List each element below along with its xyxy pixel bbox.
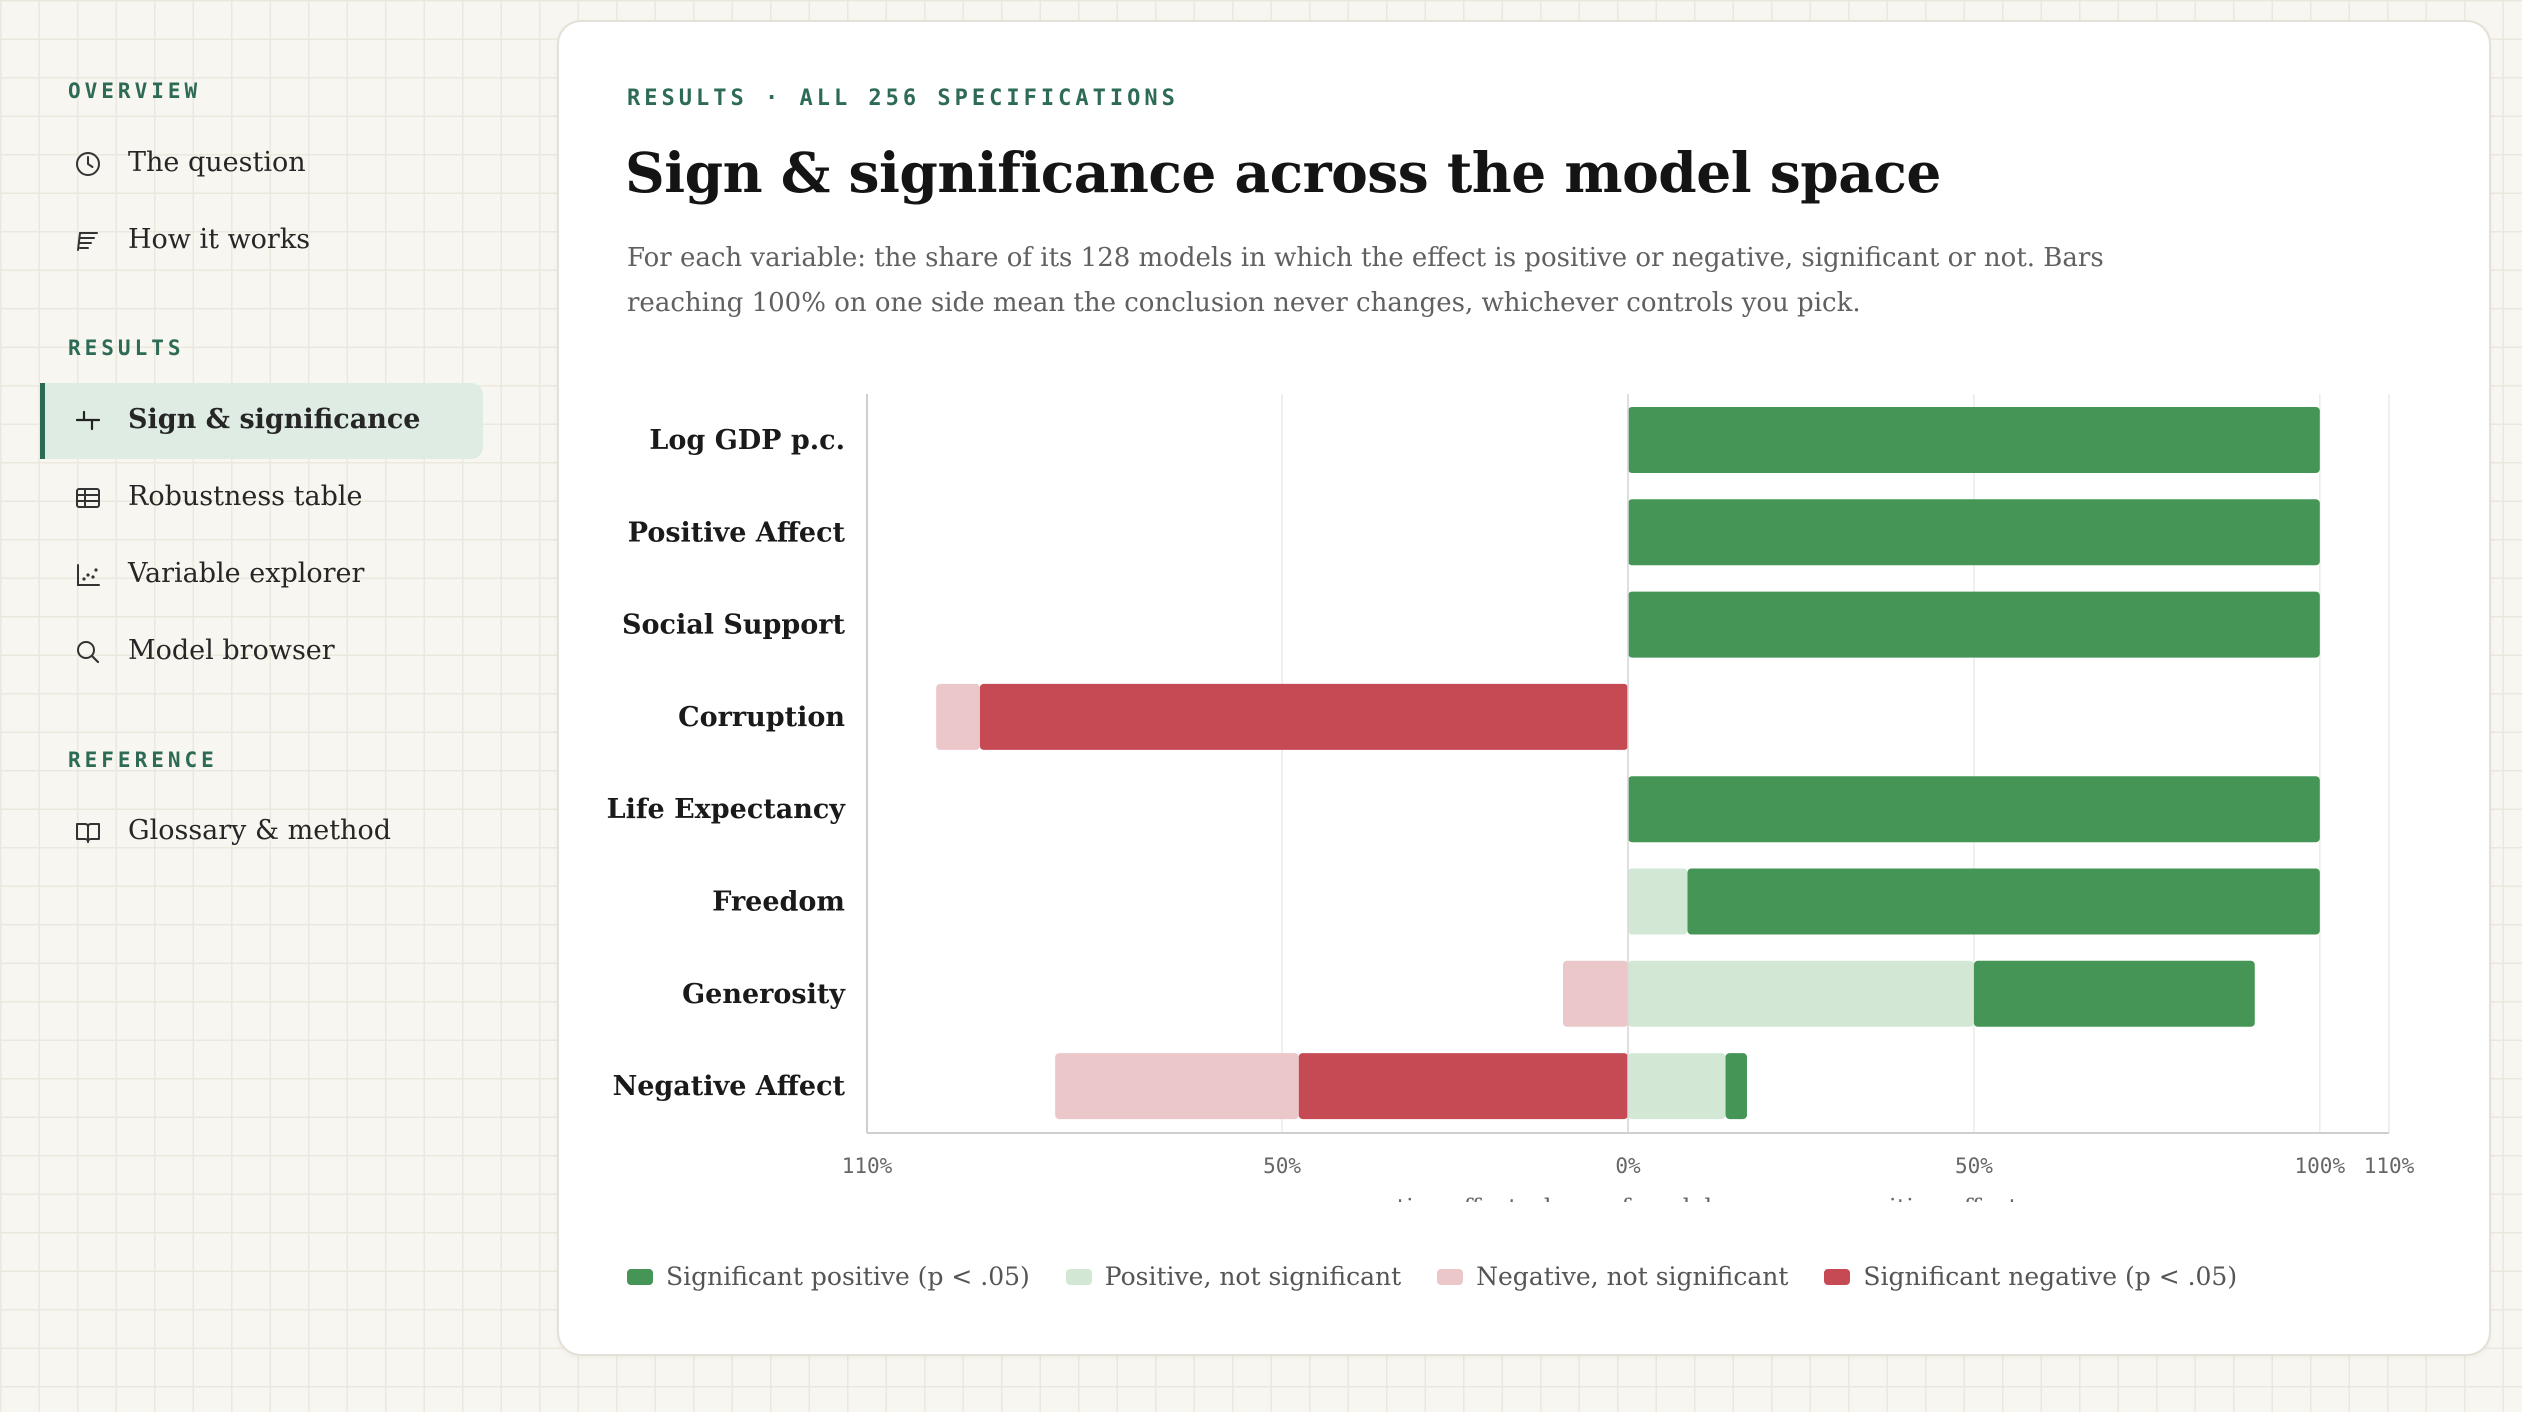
x-axis-label-negative: ← negative effect bbox=[1309, 1194, 1518, 1202]
bar-negative-not-significant bbox=[1055, 1053, 1299, 1120]
clock-icon bbox=[76, 152, 100, 176]
sidebar-item-model-browser[interactable]: Model browser bbox=[40, 614, 483, 690]
sidebar-item-the-question[interactable]: The question bbox=[40, 126, 483, 202]
sidebar-item-how-it-works[interactable]: How it works bbox=[40, 203, 483, 279]
section-kicker: RESULTS · ALL 256 SPECIFICATIONS bbox=[627, 86, 1179, 111]
page-description: For each variable: the share of its 128 … bbox=[627, 243, 2104, 318]
category-label: Negative Affect bbox=[613, 1071, 846, 1102]
x-tick-label: 50% bbox=[1955, 1154, 1993, 1178]
bar-significant-positive bbox=[1628, 407, 2320, 473]
legend-label: Significant negative (p < .05) bbox=[1863, 1262, 2238, 1291]
results-card: RESULTS · ALL 256 SPECIFICATIONS Sign & … bbox=[557, 20, 2491, 1356]
sidebar-item-label: Model browser bbox=[128, 635, 335, 666]
legend-label: Positive, not significant bbox=[1104, 1262, 1402, 1291]
legend-item: Negative, not significant bbox=[1437, 1262, 1788, 1291]
section-label-overview: OVERVIEW bbox=[68, 79, 202, 103]
sidebar-item-sign-significance[interactable]: Sign & significance bbox=[40, 383, 483, 459]
legend-item: Significant positive (p < .05) bbox=[627, 1262, 1030, 1291]
category-label: Generosity bbox=[682, 979, 846, 1010]
category-label: Social Support bbox=[622, 610, 845, 641]
bar-positive-not-significant bbox=[1628, 1053, 1726, 1120]
book-icon bbox=[76, 823, 100, 843]
x-axis-label-positive: positive effect → bbox=[1847, 1194, 2046, 1202]
legend-label: Significant positive (p < .05) bbox=[666, 1262, 1030, 1291]
x-axis-label-center: share of models bbox=[1531, 1194, 1724, 1202]
bar-negative-not-significant bbox=[1562, 960, 1628, 1027]
sidebar-item-robustness-table[interactable]: Robustness table bbox=[40, 460, 483, 536]
bar-significant-positive bbox=[1725, 1053, 1747, 1120]
x-tick-label: 0% bbox=[1615, 1154, 1641, 1178]
search-icon bbox=[77, 641, 100, 664]
legend-swatch bbox=[627, 1268, 653, 1285]
legend-swatch bbox=[1065, 1268, 1092, 1285]
sidebar-item-label: Sign & significance bbox=[128, 404, 421, 435]
legend-swatch bbox=[1824, 1268, 1851, 1285]
x-tick-label: 110% bbox=[2364, 1154, 2415, 1178]
bar-significant-positive bbox=[1628, 499, 2320, 566]
legend-swatch bbox=[1437, 1268, 1464, 1285]
sidebar-item-variable-explorer[interactable]: Variable explorer bbox=[40, 537, 483, 613]
x-tick-label: 100% bbox=[2295, 1154, 2346, 1178]
category-label: Log GDP p.c. bbox=[649, 425, 845, 456]
table-icon bbox=[76, 488, 100, 508]
category-label: Corruption bbox=[678, 702, 845, 733]
bar-significant-positive bbox=[1628, 776, 2320, 843]
bar-significant-positive bbox=[1628, 591, 2320, 658]
sidebar-item-label: Robustness table bbox=[128, 481, 363, 512]
chart-legend: Significant positive (p < .05) Positive, … bbox=[627, 1262, 2273, 1291]
legend-item: Positive, not significant bbox=[1065, 1262, 1402, 1291]
x-tick-label: 50% bbox=[1263, 1154, 1301, 1178]
bar-positive-not-significant bbox=[1628, 960, 1974, 1027]
legend-item: Significant negative (p < .05) bbox=[1824, 1262, 2237, 1291]
scatter-icon bbox=[77, 564, 100, 586]
sidebar-item-label: The question bbox=[128, 147, 306, 178]
page-title: Sign & significance across the model spa… bbox=[625, 140, 1941, 205]
x-tick-label: 110% bbox=[842, 1154, 893, 1178]
category-label: Life Expectancy bbox=[607, 794, 847, 825]
bar-positive-not-significant bbox=[1628, 868, 1688, 935]
bar-negative-not-significant bbox=[936, 683, 980, 750]
sidebar-item-label: Glossary & method bbox=[128, 815, 391, 846]
bar-significant-positive bbox=[1687, 868, 2320, 935]
bar-significant-negative bbox=[979, 683, 1628, 750]
sidebar-item-label: Variable explorer bbox=[128, 558, 365, 589]
category-label: Positive Affect bbox=[628, 517, 846, 548]
sidebar-item-glossary[interactable]: Glossary & method bbox=[40, 794, 483, 870]
legend-label: Negative, not significant bbox=[1476, 1262, 1789, 1291]
section-label-reference: REFERENCE bbox=[68, 748, 218, 772]
category-label: Freedom bbox=[712, 887, 845, 918]
bar-significant-positive bbox=[1973, 960, 2255, 1027]
axis-cross-icon bbox=[75, 410, 101, 431]
sidebar-item-label: How it works bbox=[128, 224, 311, 255]
sign-significance-chart: Log GDP p.c. Positive Affect Social Suppor… bbox=[607, 394, 2415, 1202]
section-label-results: RESULTS bbox=[68, 336, 185, 360]
text-lines-icon bbox=[77, 232, 98, 251]
sidebar: OVERVIEW The question How it works RESUL… bbox=[0, 0, 520, 1412]
bar-significant-negative bbox=[1298, 1053, 1628, 1120]
